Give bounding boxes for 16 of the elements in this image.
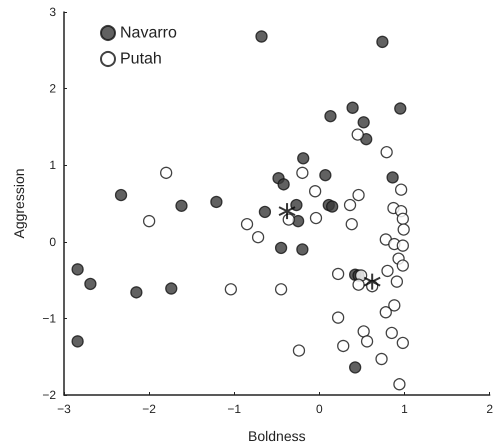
x-tick-label: 0: [316, 402, 324, 416]
y-tick-label: −1: [42, 311, 56, 326]
y-tick-label: 0: [49, 234, 56, 249]
x-tick-label: −2: [142, 402, 156, 416]
y-tick-label: 3: [49, 5, 56, 19]
y-tick-label: −2: [42, 388, 56, 402]
y-axis-title: Aggression: [11, 168, 27, 239]
legend-label: Putah: [120, 50, 162, 68]
y-tick-label: 1: [49, 158, 56, 172]
x-axis-title: Boldness: [248, 428, 306, 444]
x-tick-label: 2: [486, 402, 494, 416]
y-tick-label: 2: [49, 82, 56, 96]
x-tick-label: 1: [401, 402, 408, 416]
x-tick-label: −3: [57, 402, 72, 416]
legend-label: Navarro: [120, 24, 178, 42]
x-tick-label: −1: [227, 402, 242, 416]
